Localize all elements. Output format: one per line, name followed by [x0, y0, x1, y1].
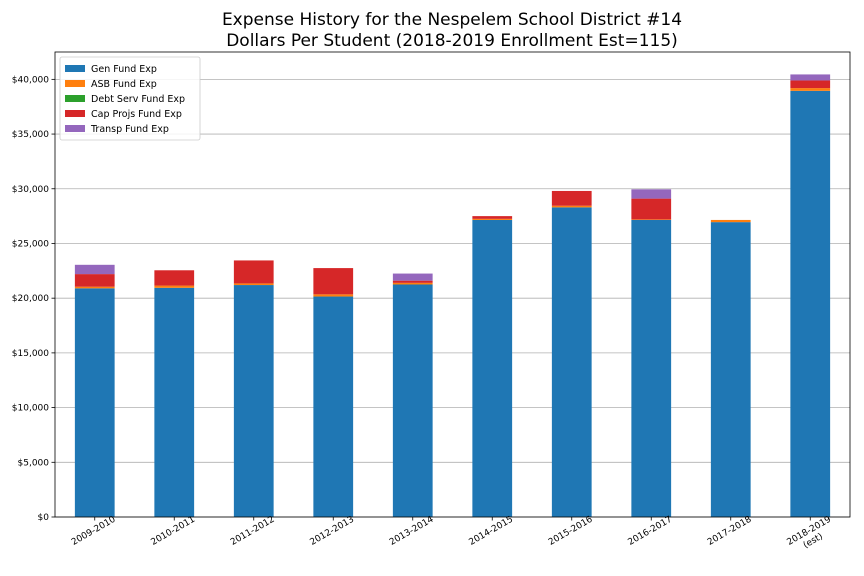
bar-segment	[154, 285, 195, 288]
y-tick-label: $10,000	[12, 404, 49, 414]
x-tick-label: 2014-2015	[468, 515, 515, 548]
legend-label: Transp Fund Exp	[90, 124, 169, 135]
legend-swatch	[65, 110, 85, 117]
y-tick-label: $40,000	[12, 75, 49, 85]
bar-segment	[74, 286, 115, 289]
bar-segment	[313, 294, 354, 297]
y-tick-label: $30,000	[12, 185, 49, 195]
y-tick-label: $35,000	[12, 130, 49, 140]
x-tick-label: 2010-2011	[150, 515, 197, 548]
bar-segment	[74, 264, 115, 275]
bar-segment	[631, 189, 672, 199]
bar-segment	[233, 283, 274, 286]
bar-segment	[551, 207, 592, 518]
bar-segment	[392, 273, 433, 281]
y-tick-label: $5,000	[18, 458, 50, 468]
x-tick-label: 2009-2010	[70, 515, 118, 548]
bar-segment	[233, 260, 274, 284]
x-tick-label: 2013-2014	[388, 515, 436, 548]
legend: Gen Fund Exp ASB Fund Exp Debt Serv Fund E…	[59, 56, 201, 141]
bar-segment	[154, 287, 195, 517]
bar-segment	[631, 219, 672, 220]
bar-segment	[74, 274, 115, 287]
legend-box	[59, 56, 201, 141]
legend-swatch	[65, 125, 85, 132]
bar-segment	[313, 296, 354, 517]
bar-segment	[392, 284, 433, 517]
legend-swatch	[65, 80, 85, 87]
y-tick-label: $20,000	[12, 294, 49, 304]
y-tick-label: $25,000	[12, 239, 49, 249]
bar-segment	[790, 90, 831, 517]
bar-segment	[790, 88, 831, 91]
x-tick-label: 2016-2017	[627, 515, 674, 548]
bar-segment	[233, 285, 274, 517]
bar-segment	[710, 219, 751, 223]
bar-segment	[392, 280, 433, 283]
bar-segment	[631, 198, 672, 220]
legend-label: Cap Projs Fund Exp	[91, 109, 182, 120]
x-tick-label: 2017-2018	[706, 515, 754, 548]
legend-label: Debt Serv Fund Exp	[91, 94, 185, 105]
bar-segment	[154, 270, 195, 286]
x-tick-label: 2012-2013	[309, 515, 356, 548]
plot-frame	[54, 51, 851, 518]
bar-segment	[392, 282, 433, 285]
legend-label: Gen Fund Exp	[91, 64, 157, 75]
legend-label: ASB Fund Exp	[91, 79, 157, 90]
bar-segment	[313, 268, 354, 295]
bar-segment	[472, 219, 513, 517]
x-tick-label: 2011-2012	[229, 515, 276, 548]
y-tick-label: $15,000	[12, 349, 49, 359]
bar-segment	[472, 218, 513, 220]
bar-segment	[74, 288, 115, 517]
bar-segment	[710, 222, 751, 517]
x-tick-label: 2015-2016	[547, 515, 595, 548]
legend-swatch	[65, 65, 85, 72]
bar-segment	[790, 80, 831, 89]
bar-segment	[551, 205, 592, 208]
chart-title-line-2: Dollars Per Student (2018-2019 Enrollmen…	[226, 31, 678, 51]
chart-title-line-1: Expense History for the Nespelem School …	[222, 10, 682, 30]
bar-segment	[472, 216, 513, 219]
bars	[74, 74, 831, 518]
bar-segment	[790, 74, 831, 81]
bar-segment	[631, 219, 672, 517]
bar-segment	[551, 190, 592, 206]
y-tick-label: $0	[38, 513, 50, 523]
legend-swatch	[65, 95, 85, 102]
